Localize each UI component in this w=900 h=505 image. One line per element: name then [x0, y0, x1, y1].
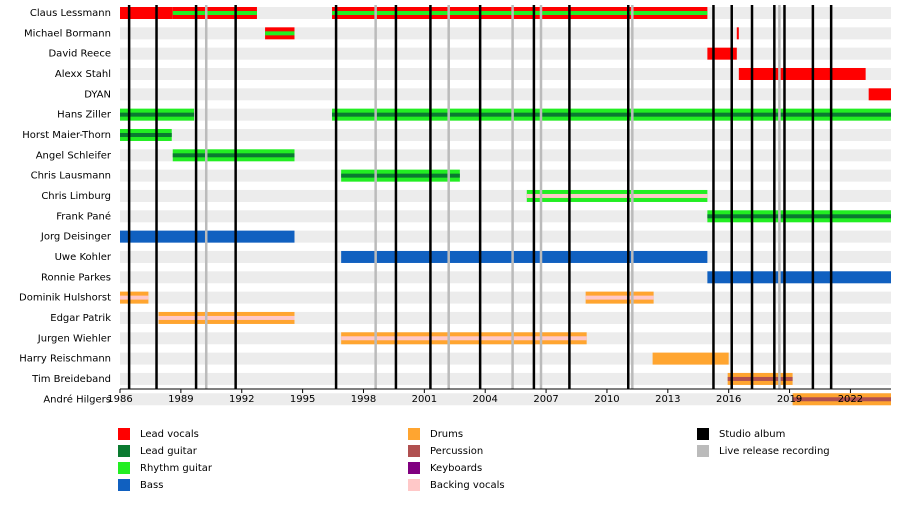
member-name: DYAN — [84, 89, 111, 100]
member-bar — [707, 47, 737, 60]
row-band — [120, 88, 891, 101]
legend-label: Percussion — [430, 446, 483, 457]
legend-label: Live release recording — [719, 446, 830, 457]
x-tick-label: 1995 — [290, 394, 315, 405]
x-tick-label: 2007 — [533, 394, 558, 405]
role-stripe — [172, 11, 257, 15]
member-name: Tim Breideband — [31, 374, 111, 385]
legend-swatch — [697, 428, 709, 440]
legend-label: Studio album — [719, 429, 785, 440]
legend-swatch — [118, 462, 130, 474]
role-stripe — [526, 193, 708, 198]
member-name: Harry Reischmann — [19, 354, 111, 365]
row-band — [120, 372, 891, 385]
role-stripe — [120, 132, 172, 137]
x-tick-label: 1989 — [168, 394, 193, 405]
legend-label: Lead guitar — [140, 446, 198, 457]
member-name: Jurgen Wiehler — [37, 333, 112, 344]
role-stripe — [120, 295, 149, 300]
row-band — [120, 27, 891, 40]
role-stripe — [172, 153, 295, 158]
role-stripe — [332, 11, 708, 15]
member-name: Chris Lausmann — [31, 171, 111, 182]
x-tick-label: 2016 — [716, 394, 741, 405]
row-band — [120, 47, 891, 60]
legend-swatch — [118, 445, 130, 457]
x-tick-label: 2010 — [594, 394, 619, 405]
legend-label: Keyboards — [430, 463, 482, 474]
member-bar — [736, 27, 739, 40]
role-stripe — [341, 336, 587, 341]
row-band — [120, 230, 891, 243]
member-name: Dominik Hulshorst — [19, 293, 111, 304]
legend-swatch — [408, 445, 420, 457]
member-name: Chris Limburg — [41, 191, 111, 202]
member-name: Horst Maier-Thorn — [22, 130, 111, 141]
member-name: Jorg Deisinger — [40, 232, 112, 243]
member-bar — [738, 67, 866, 80]
member-bar — [341, 250, 708, 263]
x-tick-label: 2019 — [777, 394, 802, 405]
member-name: André Hilgers — [43, 393, 111, 405]
row-band — [120, 291, 891, 304]
legend-swatch — [408, 462, 420, 474]
legend-swatch — [408, 428, 420, 440]
row-band — [120, 169, 891, 182]
member-name: Angel Schleifer — [36, 150, 112, 161]
x-tick-label: 2022 — [838, 394, 863, 405]
legend-swatch — [118, 479, 130, 491]
member-name: Alexx Stahl — [55, 69, 111, 80]
member-bar — [868, 88, 891, 101]
legend-label: Rhythm guitar — [140, 463, 213, 474]
role-stripe — [341, 173, 460, 178]
row-band — [120, 311, 891, 324]
role-stripe — [158, 315, 295, 320]
member-name: Hans Ziller — [57, 110, 112, 121]
row-band — [120, 128, 891, 141]
row-band — [120, 271, 891, 284]
legend-label: Drums — [430, 429, 463, 440]
member-name: Claus Lessmann — [30, 8, 111, 19]
role-stripe — [707, 214, 891, 219]
member-name: Ronnie Parkes — [41, 272, 111, 283]
x-tick-label: 2001 — [412, 394, 437, 405]
role-stripe — [332, 112, 891, 117]
member-name: Michael Bormann — [24, 28, 111, 39]
legend-label: Backing vocals — [430, 480, 505, 491]
row-band — [120, 149, 891, 162]
member-name: Edgar Patrik — [50, 313, 111, 324]
x-tick-label: 1992 — [229, 394, 254, 405]
role-stripe — [265, 31, 295, 36]
member-name: David Reece — [48, 49, 111, 60]
role-stripe — [792, 397, 891, 402]
row-band — [120, 393, 891, 406]
x-tick-label: 1998 — [351, 394, 376, 405]
legend-label: Lead vocals — [140, 429, 199, 440]
x-tick-label: 2013 — [655, 394, 680, 405]
legend-swatch — [697, 445, 709, 457]
x-tick-label: 2004 — [472, 394, 497, 405]
role-stripe — [585, 295, 654, 300]
member-name: Uwe Kohler — [55, 252, 112, 263]
row-band — [120, 210, 891, 223]
member-bar — [707, 271, 891, 284]
legend-swatch — [118, 428, 130, 440]
member-bar — [120, 7, 173, 19]
member-bar — [652, 352, 729, 365]
role-stripe — [727, 376, 793, 381]
x-tick-label: 1986 — [107, 394, 132, 405]
legend-swatch — [408, 479, 420, 491]
row-band — [120, 67, 891, 80]
member-name: Frank Pané — [56, 210, 111, 222]
legend-label: Bass — [140, 480, 163, 491]
